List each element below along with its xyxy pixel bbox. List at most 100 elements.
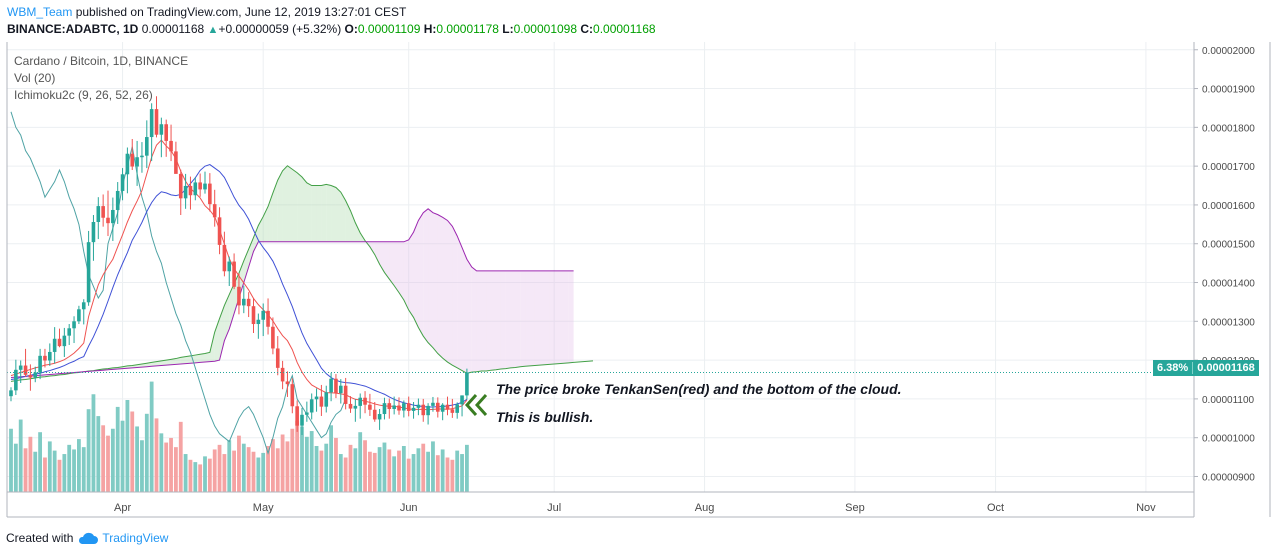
time-tick-label: Oct (987, 502, 1004, 514)
tradingview-link[interactable]: TradingView (102, 531, 169, 545)
high-value: 0.00001178 (436, 22, 499, 36)
cloud-segment (505, 270, 511, 369)
candle-body (125, 153, 130, 175)
cloud-segment (195, 354, 201, 363)
cloud-segment (379, 241, 385, 273)
legend-volume[interactable]: Vol (20) (14, 71, 56, 85)
candle-body (212, 204, 217, 218)
candle-body (237, 286, 241, 306)
volume-bar (23, 448, 28, 492)
cloud-segment (452, 226, 458, 368)
published-text: published on TradingView.com, June 12, 2… (75, 5, 407, 19)
cloud-segment (287, 165, 293, 242)
volume-bar (227, 440, 232, 492)
candle-body (460, 395, 464, 405)
candle-body (363, 397, 367, 405)
volume-bar (207, 458, 212, 492)
cloud-segment (510, 270, 516, 368)
volume-bar (377, 447, 382, 492)
cloud-segment (462, 247, 467, 374)
cloud-segment (447, 220, 453, 366)
cloud-segment (185, 355, 191, 364)
candle-body (358, 397, 362, 406)
volume-bar (86, 409, 91, 492)
chart-axes: 0.000009000.000010000.000011000.00001200… (6, 42, 1271, 518)
candle-body (261, 310, 265, 320)
volume-bar (164, 442, 169, 492)
cloud-segment (466, 259, 472, 374)
candle-body (431, 402, 435, 406)
candle-body (28, 374, 33, 378)
volume-bar (401, 446, 406, 492)
volume-bar (193, 462, 198, 492)
candle-body (86, 242, 91, 303)
candle-body (416, 404, 421, 408)
volume-bar (280, 434, 285, 492)
annotation-line-2: This is bullish. (496, 409, 594, 425)
cloud-segment (224, 294, 230, 341)
candle-body (183, 185, 188, 199)
candle-body (208, 183, 212, 205)
cloud-segment (175, 357, 181, 365)
cloud-segment (520, 270, 526, 367)
volume-bar (387, 449, 392, 492)
cloud-segment (568, 270, 574, 363)
candle-body (445, 404, 450, 410)
cloud-segment (282, 165, 288, 242)
volume-bars (9, 381, 469, 492)
cloud-segment (374, 241, 380, 265)
low-label: L: (502, 22, 514, 36)
cloud-segment (258, 216, 264, 242)
publisher-name[interactable]: WBM_Team (7, 5, 73, 19)
kijun-sen-line (10, 164, 468, 408)
volume-bar (343, 457, 348, 492)
candle-body (101, 206, 105, 218)
legend-ichimoku[interactable]: Ichimoku2c (9, 26, 52, 26) (14, 88, 153, 102)
price-tick-label: 0.00001000 (1202, 434, 1255, 445)
cloud-segment (316, 185, 322, 242)
candle-body (178, 173, 183, 199)
candle-body (120, 174, 125, 191)
legend-title[interactable]: Cardano / Bitcoin, 1D, BINANCE (14, 54, 189, 68)
chikou-span-line (10, 111, 347, 455)
volume-bar (426, 451, 430, 492)
candle-body (159, 124, 164, 135)
cloud-segment (326, 184, 332, 242)
volume-bar (285, 441, 290, 492)
cloud-segment (171, 358, 176, 365)
candle-body (246, 298, 251, 307)
candle-body (426, 405, 430, 416)
candle-body (290, 384, 295, 407)
volume-bar (28, 436, 33, 492)
close-value: 0.00001168 (593, 22, 656, 36)
cloud-segment (272, 180, 278, 242)
ohlc-bar: BINANCE:ADABTC, 1D 0.00001168 ▲+0.000000… (7, 22, 656, 36)
price-tick-label: 0.00001500 (1202, 240, 1255, 251)
candle-body (319, 396, 324, 407)
volume-bar (77, 439, 81, 492)
volume-bar (38, 432, 42, 492)
volume-bar (125, 400, 130, 492)
candle-body (300, 414, 304, 426)
cloud-segment (205, 352, 210, 363)
cloud-segment (491, 270, 496, 371)
candle-body (280, 367, 285, 382)
volume-bar (57, 459, 62, 492)
candle-body (164, 124, 168, 141)
candle-body (169, 140, 173, 152)
volume-bar (183, 454, 188, 492)
volume-bar (304, 436, 309, 492)
volume-bar (338, 454, 343, 492)
volume-bar (309, 431, 314, 492)
cloud-segment (277, 170, 283, 242)
current-price-label: 6.38% 0.00001168 (1153, 360, 1259, 376)
senkou-span-a-line (10, 165, 594, 382)
volume-bar (91, 394, 96, 492)
candle-body (387, 403, 392, 409)
volume-bar (135, 426, 139, 492)
cloud-segment (321, 184, 327, 242)
volume-bar (421, 443, 426, 492)
price-tick-label: 0.00000900 (1202, 472, 1255, 483)
volume-bar (290, 428, 295, 492)
